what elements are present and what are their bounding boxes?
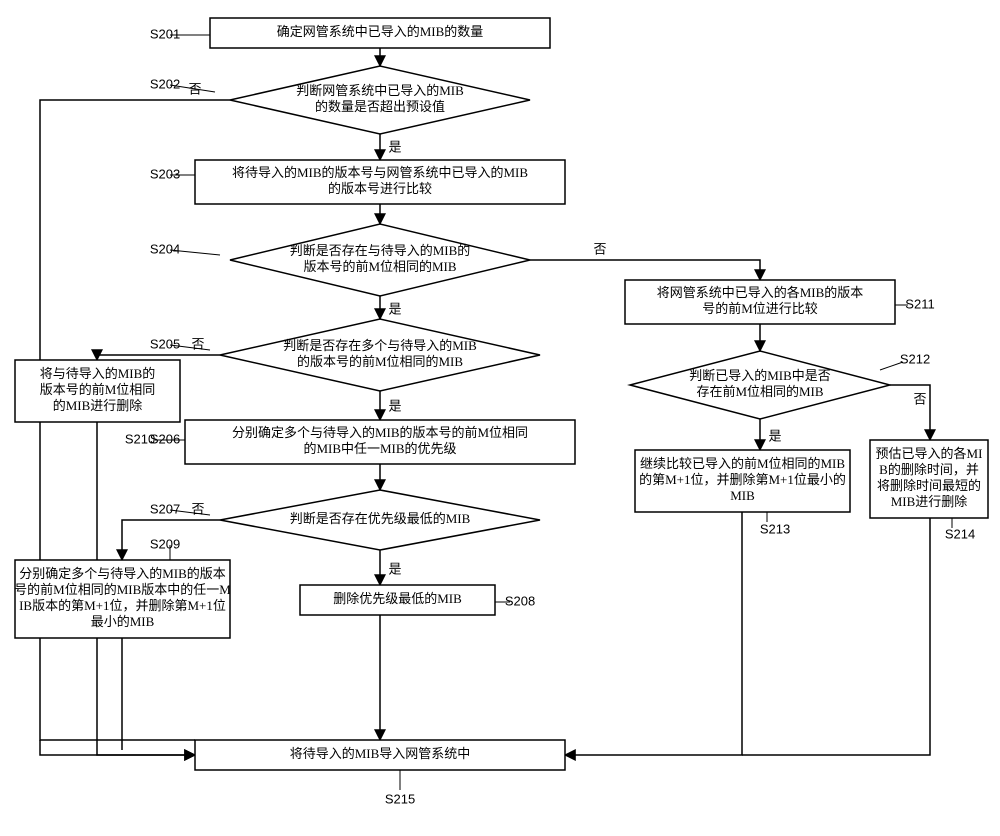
svg-text:继续比较已导入的前M位相同的MIB: 继续比较已导入的前M位相同的MIB [640, 456, 845, 471]
svg-text:将删除时间最短的: 将删除时间最短的 [877, 478, 981, 493]
svg-text:判断是否存在多个与待导入的MIB: 判断是否存在多个与待导入的MIB [283, 338, 477, 353]
step-label-s209: S209 [150, 536, 180, 551]
step-label-s207: S207 [150, 501, 180, 516]
svg-text:MIB: MIB [730, 488, 755, 503]
edge [40, 740, 195, 755]
svg-text:判断是否存在与待导入的MIB的: 判断是否存在与待导入的MIB的 [290, 243, 471, 258]
svg-text:版本号的前M位相同: 版本号的前M位相同 [40, 382, 156, 397]
step-label-s208: S208 [505, 593, 535, 608]
edge-label: 否 [913, 391, 926, 406]
svg-text:预估已导入的各MI: 预估已导入的各MI [876, 446, 983, 461]
edge [565, 512, 742, 755]
step-label-s213: S213 [760, 521, 790, 536]
svg-text:将与待导入的MIB的: 将与待导入的MIB的 [40, 366, 156, 381]
svg-text:分别确定多个与待导入的MIB的版本号的前M位相同: 分别确定多个与待导入的MIB的版本号的前M位相同 [232, 425, 528, 440]
svg-text:B的删除时间，并: B的删除时间，并 [879, 462, 979, 477]
step-label-s205: S205 [150, 336, 180, 351]
step-label-s203: S203 [150, 166, 180, 181]
svg-text:的MIB中任一MIB的优先级: 的MIB中任一MIB的优先级 [303, 441, 456, 456]
svg-text:版本号的前M位相同的MIB: 版本号的前M位相同的MIB [303, 259, 456, 274]
svg-text:将待导入的MIB导入网管系统中: 将待导入的MIB导入网管系统中 [290, 746, 471, 761]
svg-text:的数量是否超出预设值: 的数量是否超出预设值 [315, 99, 445, 114]
svg-text:分别确定多个与待导入的MIB的版本: 分别确定多个与待导入的MIB的版本 [19, 566, 226, 581]
edge-label: 是 [388, 301, 401, 316]
edge-label: 是 [388, 398, 401, 413]
edge [530, 260, 760, 280]
step-label-s202: S202 [150, 76, 180, 91]
svg-text:存在前M位相同的MIB: 存在前M位相同的MIB [696, 384, 823, 399]
svg-text:的第M+1位，并删除第M+1位最小的: 的第M+1位，并删除第M+1位最小的 [639, 472, 846, 487]
step-label-s215: S215 [385, 791, 415, 806]
svg-text:的版本号的前M位相同的MIB: 的版本号的前M位相同的MIB [297, 354, 463, 369]
svg-text:的版本号进行比较: 的版本号进行比较 [328, 181, 432, 196]
svg-text:判断网管系统中已导入的MIB: 判断网管系统中已导入的MIB [296, 83, 464, 98]
svg-text:判断是否存在优先级最低的MIB: 判断是否存在优先级最低的MIB [290, 511, 471, 526]
step-label-s212: S212 [900, 351, 930, 366]
svg-text:确定网管系统中已导入的MIB的数量: 确定网管系统中已导入的MIB的数量 [277, 24, 484, 39]
edge-label: 是 [388, 561, 401, 576]
edge-label: 是 [388, 139, 401, 154]
svg-text:最小的MIB: 最小的MIB [91, 614, 155, 629]
step-label-s214: S214 [945, 526, 975, 541]
svg-text:的MIB进行删除: 的MIB进行删除 [53, 398, 143, 413]
edge-label: 否 [593, 241, 606, 256]
svg-text:IB版本的第M+1位，并删除第M+1位: IB版本的第M+1位，并删除第M+1位 [19, 598, 226, 613]
svg-text:判断已导入的MIB中是否: 判断已导入的MIB中是否 [689, 368, 831, 383]
svg-text:号的前M位相同的MIB版本中的任一M: 号的前M位相同的MIB版本中的任一M [14, 582, 231, 597]
flowchart-canvas: 是否是否是否是否是否确定网管系统中已导入的MIB的数量S201判断网管系统中已导… [0, 0, 1000, 836]
svg-text:MIB进行删除: MIB进行删除 [891, 494, 968, 509]
edge-label: 是 [768, 428, 781, 443]
svg-text:将待导入的MIB的版本号与网管系统中已导入的MIB: 将待导入的MIB的版本号与网管系统中已导入的MIB [232, 165, 528, 180]
step-label-s204: S204 [150, 241, 180, 256]
step-label-s201: S201 [150, 26, 180, 41]
svg-text:号的前M位进行比较: 号的前M位进行比较 [702, 301, 818, 316]
edge [742, 518, 930, 755]
step-label-s206: S206 [150, 431, 180, 446]
svg-text:将网管系统中已导入的各MIB的版本: 将网管系统中已导入的各MIB的版本 [657, 285, 864, 300]
step-label-s211: S211 [905, 296, 934, 311]
svg-text:删除优先级最低的MIB: 删除优先级最低的MIB [333, 591, 462, 606]
